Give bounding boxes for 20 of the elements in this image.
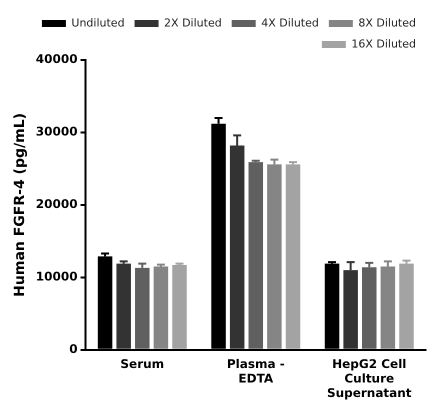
- bar: [172, 265, 187, 349]
- legend-label: 16X Diluted: [351, 37, 416, 50]
- legend-label: 2X Diluted: [164, 16, 222, 30]
- y-tick-label: 20000: [36, 197, 78, 212]
- bar: [399, 264, 414, 349]
- bar: [116, 264, 131, 349]
- bar: [286, 164, 300, 349]
- y-tick-label: 40000: [36, 52, 78, 66]
- legend-label: 8X Diluted: [358, 16, 416, 30]
- legend-label: Undiluted: [71, 16, 125, 30]
- y-tick-label: 10000: [36, 269, 78, 284]
- x-tick-label: Serum: [120, 357, 164, 372]
- y-tick-label: 0: [69, 342, 78, 356]
- legend-label: 4X Diluted: [261, 16, 319, 30]
- x-tick-label: HepG2 Cell Culture Supernatant: [326, 357, 412, 400]
- y-tick-label: 30000: [36, 124, 78, 139]
- x-tick-label: Plasma - EDTA: [226, 357, 285, 386]
- y-axis-title: Human FGFR-4 (pg/mL): [12, 112, 28, 297]
- bar: [248, 162, 264, 349]
- bar: [154, 266, 168, 349]
